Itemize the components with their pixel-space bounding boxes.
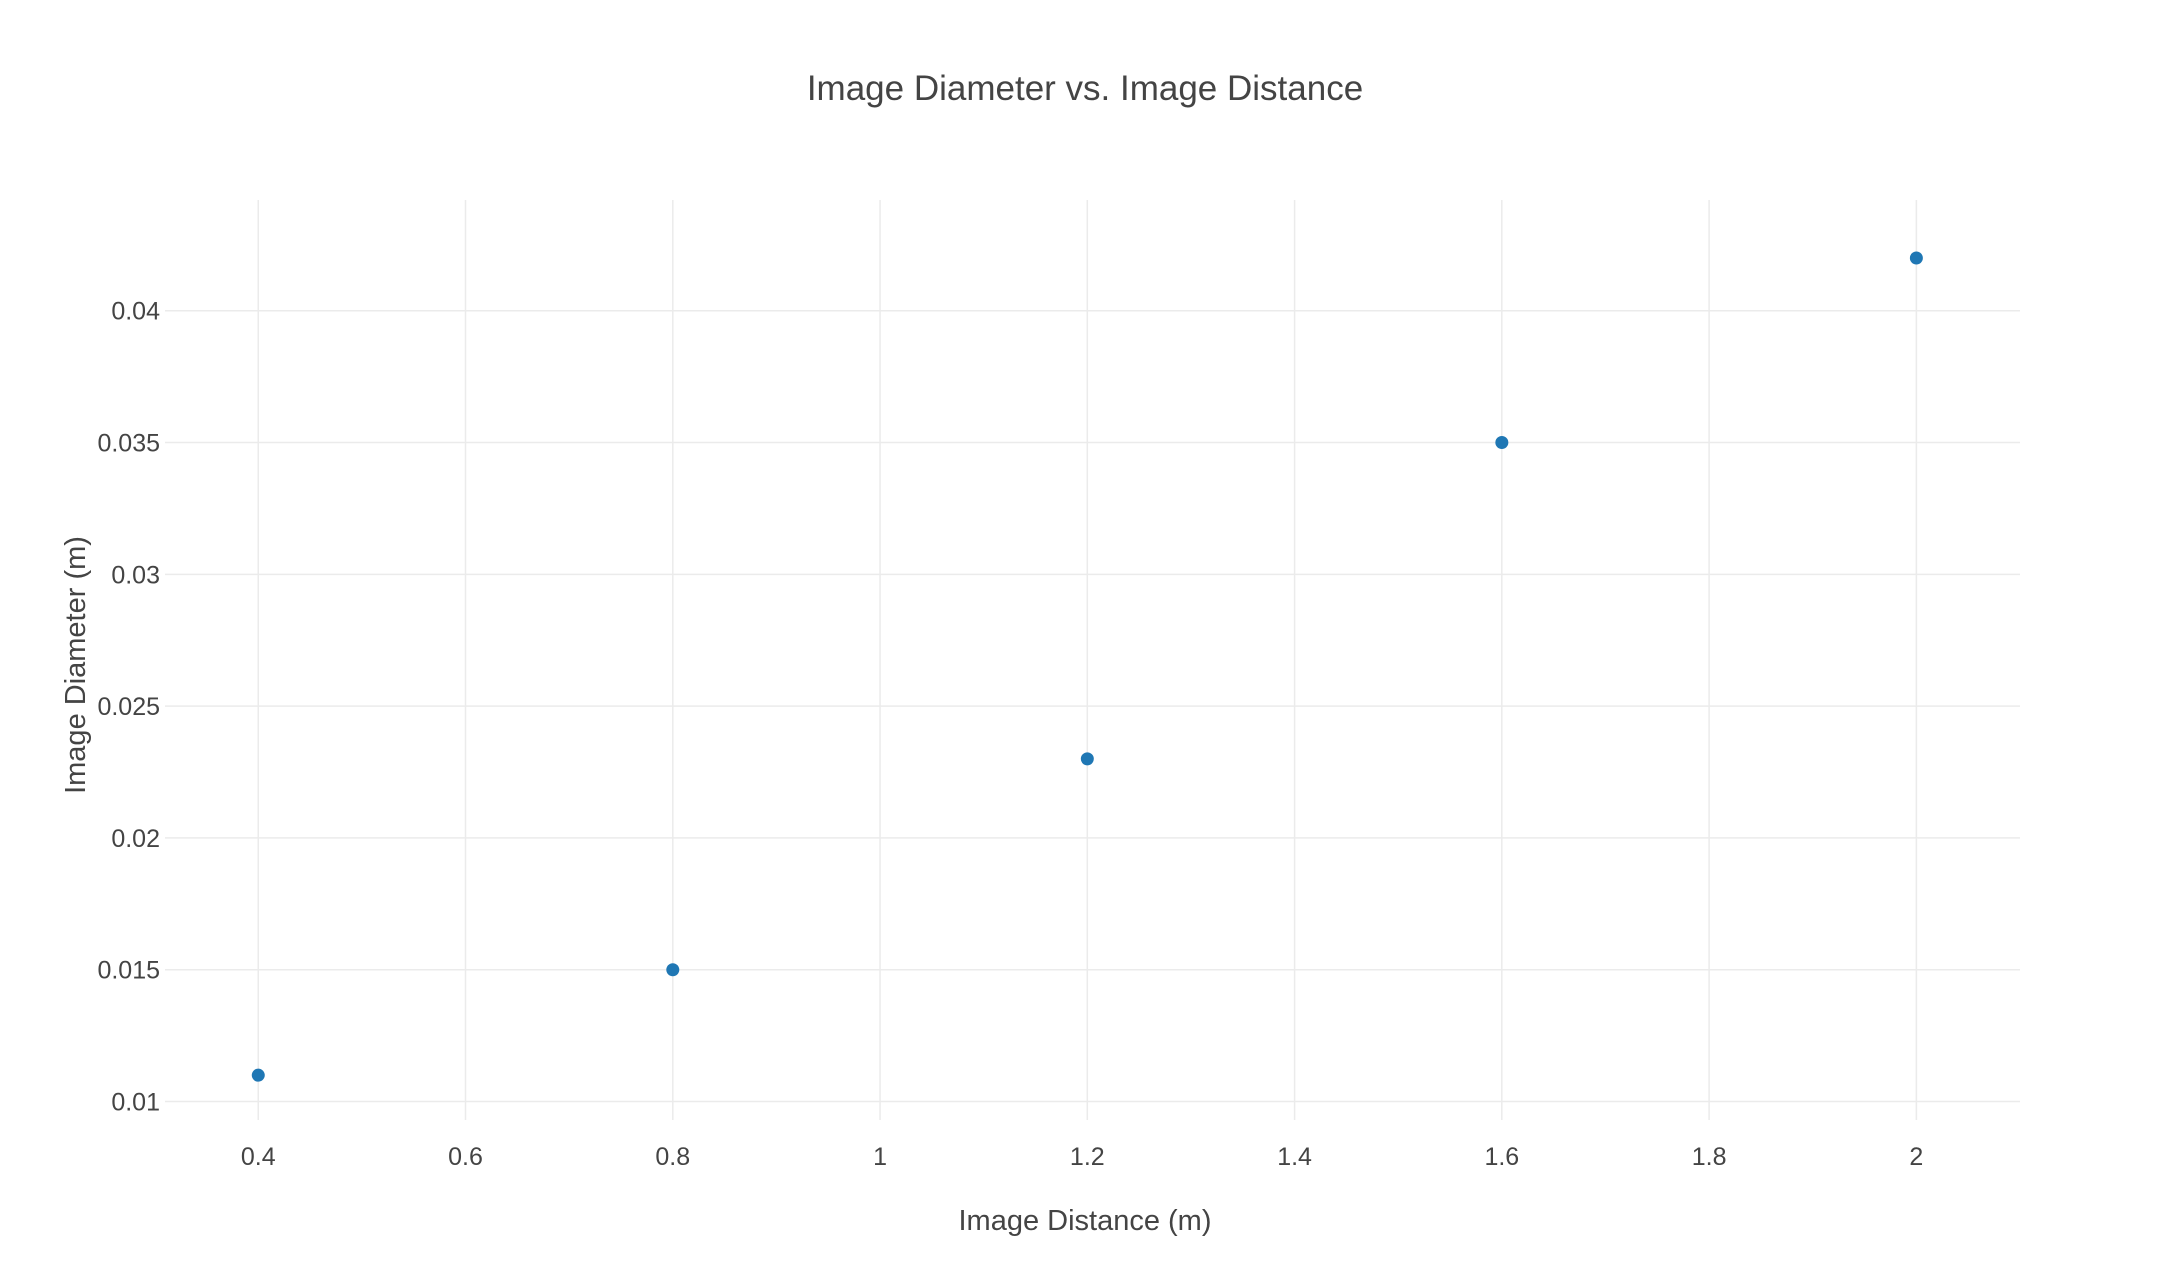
x-tick-label: 1.4	[1277, 1143, 1312, 1171]
x-tick-label: 0.6	[448, 1143, 483, 1171]
y-tick-labels: 0.01 0.015 0.02 0.025 0.03 0.035 0.04	[97, 298, 160, 1117]
y-gridlines	[165, 309, 2020, 1103]
x-tick-label: 0.8	[655, 1143, 690, 1171]
y-tick-label: 0.02	[111, 825, 160, 853]
y-tick-label: 0.01	[111, 1089, 160, 1117]
y-tick-label: 0.025	[97, 693, 160, 721]
y-tick-label: 0.015	[97, 957, 160, 985]
y-tick-label: 0.03	[111, 561, 160, 589]
data-point[interactable]	[251, 1068, 265, 1082]
x-tick-label: 1	[873, 1143, 887, 1171]
data-point[interactable]	[1080, 752, 1094, 766]
y-tick-label: 0.04	[111, 298, 160, 326]
y-tick-label: 0.035	[97, 430, 160, 458]
chart-title: Image Diameter vs. Image Distance	[807, 69, 1363, 108]
x-tick-label: 1.6	[1484, 1143, 1519, 1171]
x-tick-label: 2	[1909, 1143, 1923, 1171]
x-axis-title: Image Distance (m)	[958, 1205, 1211, 1237]
x-tick-label: 1.8	[1692, 1143, 1727, 1171]
data-point[interactable]	[1909, 251, 1923, 265]
data-point[interactable]	[666, 963, 680, 977]
data-points	[251, 251, 1923, 1082]
x-tick-label: 0.4	[241, 1143, 276, 1171]
x-tick-label: 1.2	[1070, 1143, 1105, 1171]
y-axis-title: Image Diameter (m)	[60, 536, 92, 794]
x-tick-labels: 0.4 0.6 0.8 1 1.2 1.4 1.6 1.8 2	[241, 1143, 1923, 1171]
x-gridlines	[257, 200, 1918, 1120]
data-point[interactable]	[1495, 436, 1509, 450]
